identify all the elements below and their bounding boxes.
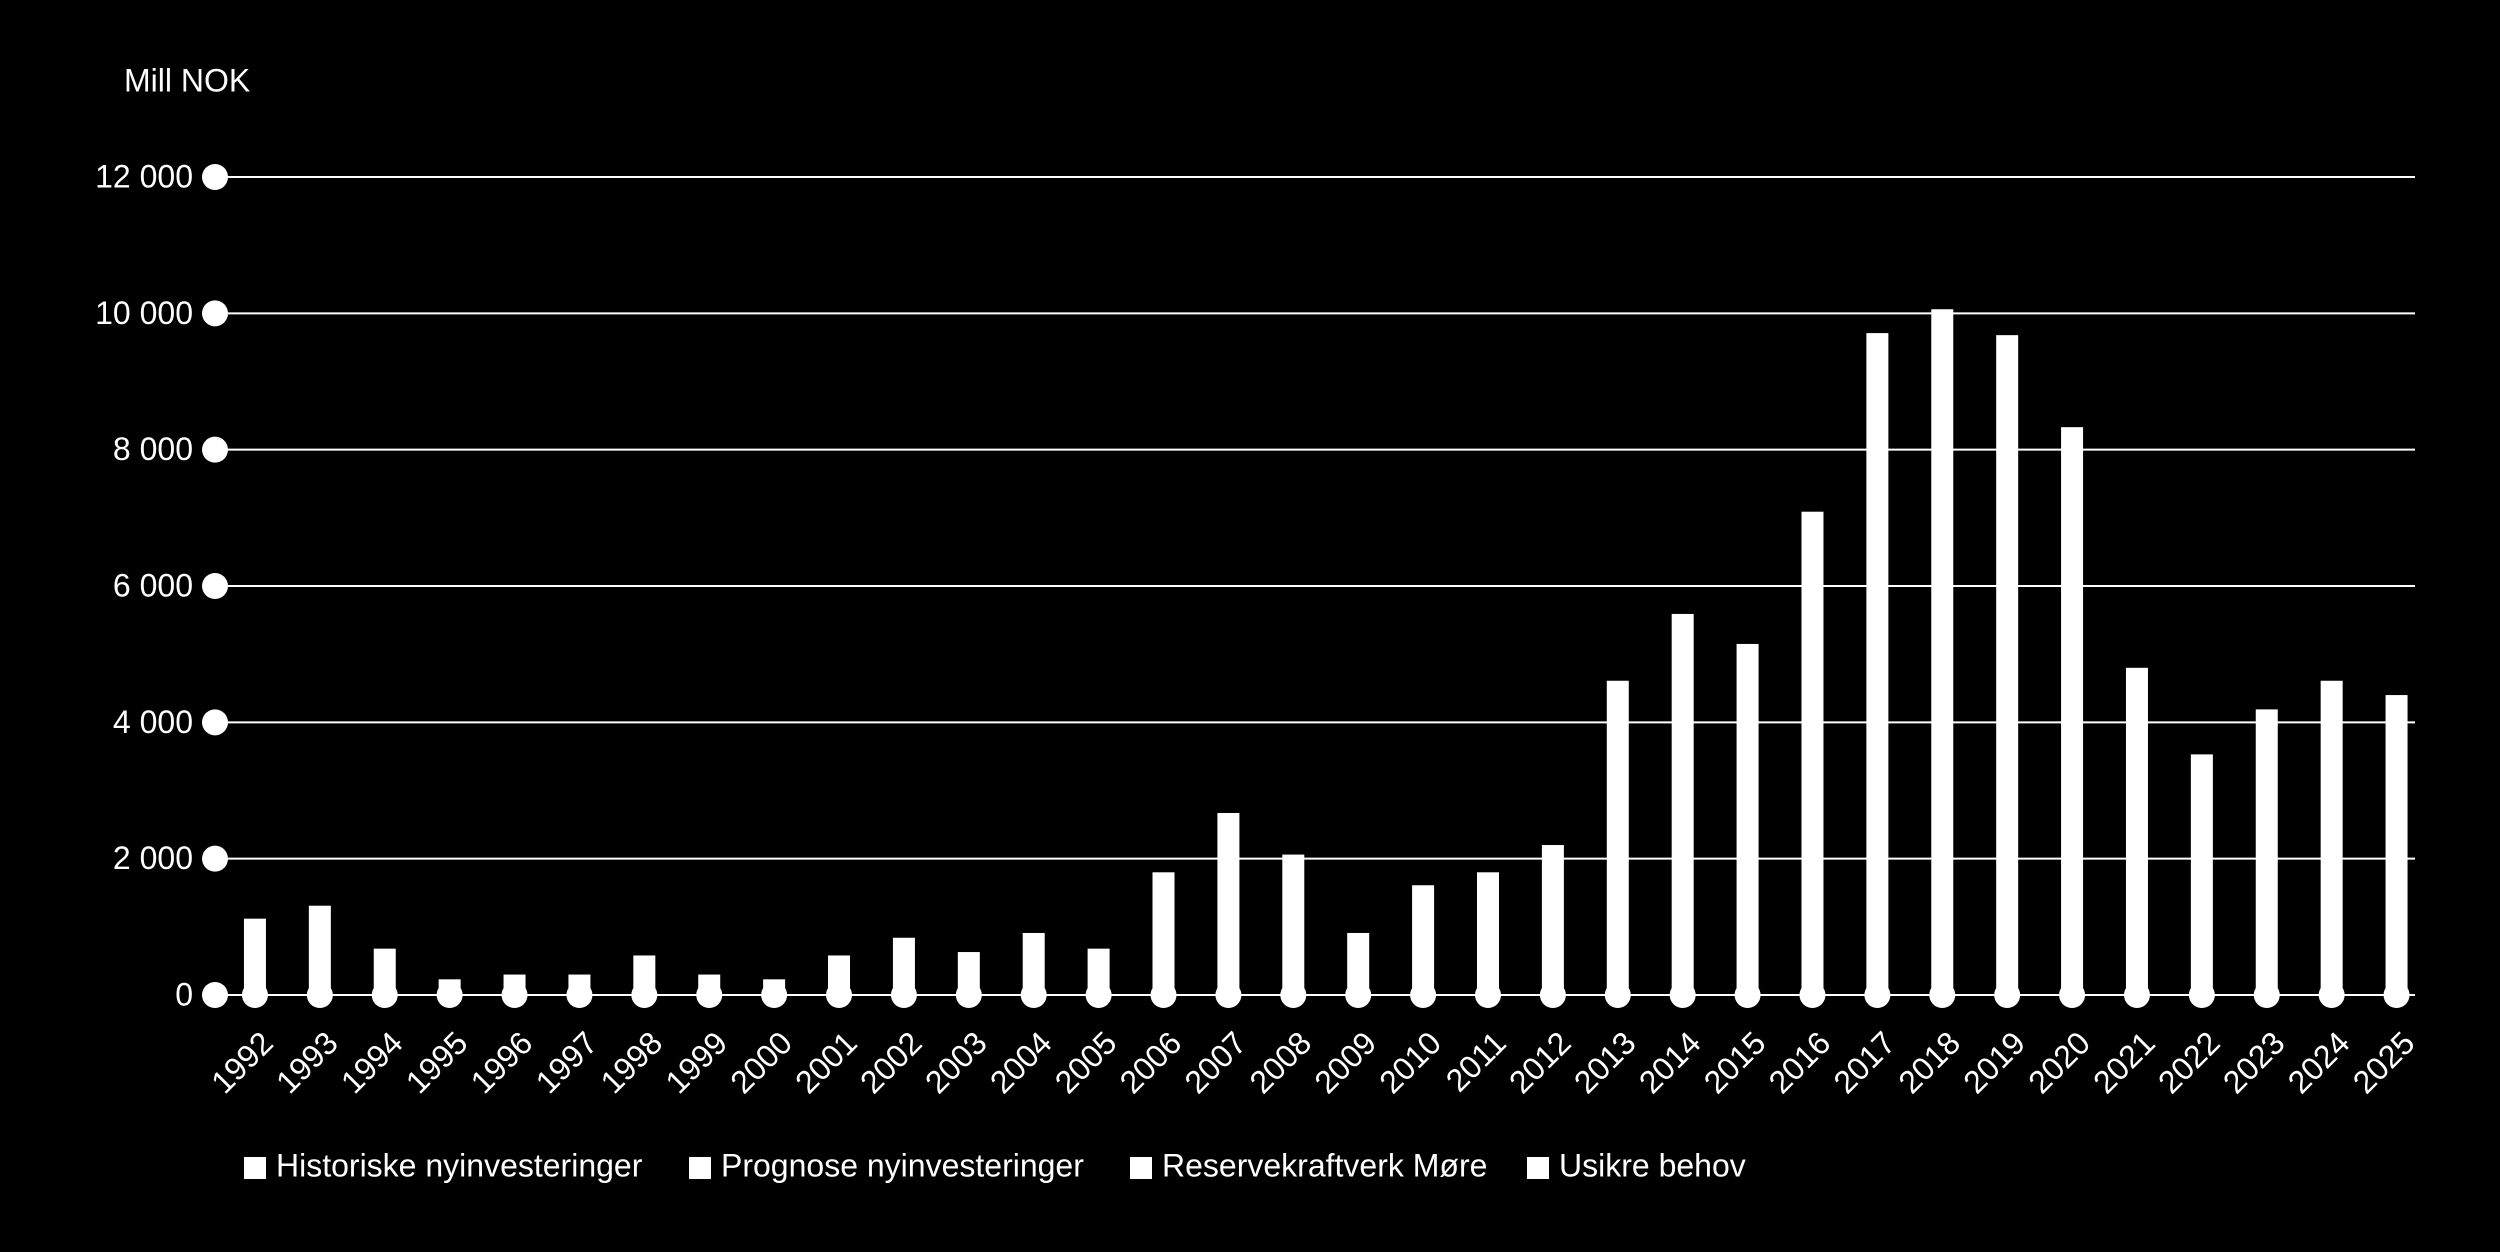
y-tick-dot	[202, 573, 228, 599]
bar	[1476, 872, 1499, 995]
x-axis-dot	[1864, 982, 1891, 1008]
legend-label: Usikre behov	[1559, 1147, 1746, 1183]
x-axis-dot	[1474, 982, 1501, 1008]
legend-label: Historiske nyinvesteringer	[276, 1147, 643, 1183]
bar	[1282, 854, 1305, 995]
legend-swatch	[244, 1157, 266, 1179]
bar	[308, 905, 331, 995]
x-axis-dot	[1539, 982, 1566, 1008]
x-axis-dot	[1085, 982, 1112, 1008]
bar	[1541, 845, 1564, 995]
x-axis-dot	[306, 982, 333, 1008]
x-axis-dot	[1410, 982, 1437, 1008]
y-tick-dot	[202, 300, 228, 327]
y-tick-label: 8 000	[113, 431, 193, 467]
bar	[243, 918, 266, 995]
x-axis-dot	[761, 982, 788, 1008]
y-tick-label: 12 000	[95, 158, 193, 194]
x-axis-dot	[2188, 982, 2215, 1008]
x-axis-dot	[1150, 982, 1177, 1008]
bar	[2190, 754, 2213, 995]
bar	[1347, 932, 1370, 995]
bar	[2385, 695, 2408, 995]
x-axis-dot	[2318, 982, 2345, 1008]
y-tick-label: 6 000	[113, 567, 193, 603]
y-tick-label: 4 000	[113, 704, 193, 740]
bar	[1022, 932, 1045, 995]
bar	[1606, 680, 1629, 995]
x-axis-dot	[1994, 982, 2021, 1008]
bar	[1217, 812, 1240, 995]
bar	[1736, 643, 1759, 995]
bar	[892, 937, 915, 995]
x-axis-dot	[1604, 982, 1631, 1008]
bar	[1931, 309, 1954, 995]
y-tick-label: 2 000	[113, 840, 193, 876]
x-axis-dot	[501, 982, 528, 1008]
bar	[1866, 333, 1889, 995]
x-axis-dot	[1669, 982, 1696, 1008]
legend-swatch	[1527, 1157, 1549, 1179]
bar	[1671, 613, 1694, 995]
y-tick-dot	[202, 164, 228, 190]
x-axis-dot	[2253, 982, 2280, 1008]
x-axis-dot	[1215, 982, 1242, 1008]
x-axis-dot	[2123, 982, 2150, 1008]
y-tick-label: 10 000	[95, 295, 193, 331]
x-axis-dot	[1020, 982, 1047, 1008]
x-axis-dot	[1345, 982, 1372, 1008]
x-axis-dot	[241, 982, 268, 1008]
x-axis-dot	[1929, 982, 1956, 1008]
x-axis-dot	[696, 982, 723, 1008]
x-axis-dot	[371, 982, 398, 1008]
y-axis-label: Mill NOK	[124, 62, 250, 98]
x-axis-dot	[826, 982, 853, 1008]
x-axis-dot	[566, 982, 593, 1008]
bar	[1152, 872, 1175, 995]
legend-swatch	[1130, 1157, 1152, 1179]
y-tick-dot	[202, 436, 228, 463]
legend-swatch	[689, 1157, 711, 1179]
x-axis-dot	[955, 982, 982, 1008]
x-axis-dot	[631, 982, 658, 1008]
x-axis-dot	[1734, 982, 1761, 1008]
y-tick-dot	[202, 982, 228, 1008]
bar	[2255, 709, 2278, 995]
x-axis-dot	[436, 982, 463, 1008]
bar	[1996, 335, 2019, 995]
bar	[1801, 511, 1824, 995]
bar	[1412, 885, 1435, 995]
x-axis-dot	[2059, 982, 2086, 1008]
y-tick-label: 0	[175, 976, 193, 1012]
y-tick-dot	[202, 709, 228, 736]
y-tick-dot	[202, 845, 228, 872]
x-axis-dot	[890, 982, 917, 1008]
legend-label: Reservekraftverk Møre	[1162, 1147, 1487, 1183]
x-axis-dot	[1799, 982, 1826, 1008]
bar	[2320, 680, 2343, 995]
x-axis-dot	[2383, 982, 2410, 1008]
bar	[2061, 427, 2084, 996]
bar	[2125, 667, 2148, 995]
legend-label: Prognose nyinvesteringer	[721, 1147, 1084, 1183]
x-axis-dot	[1280, 982, 1307, 1008]
